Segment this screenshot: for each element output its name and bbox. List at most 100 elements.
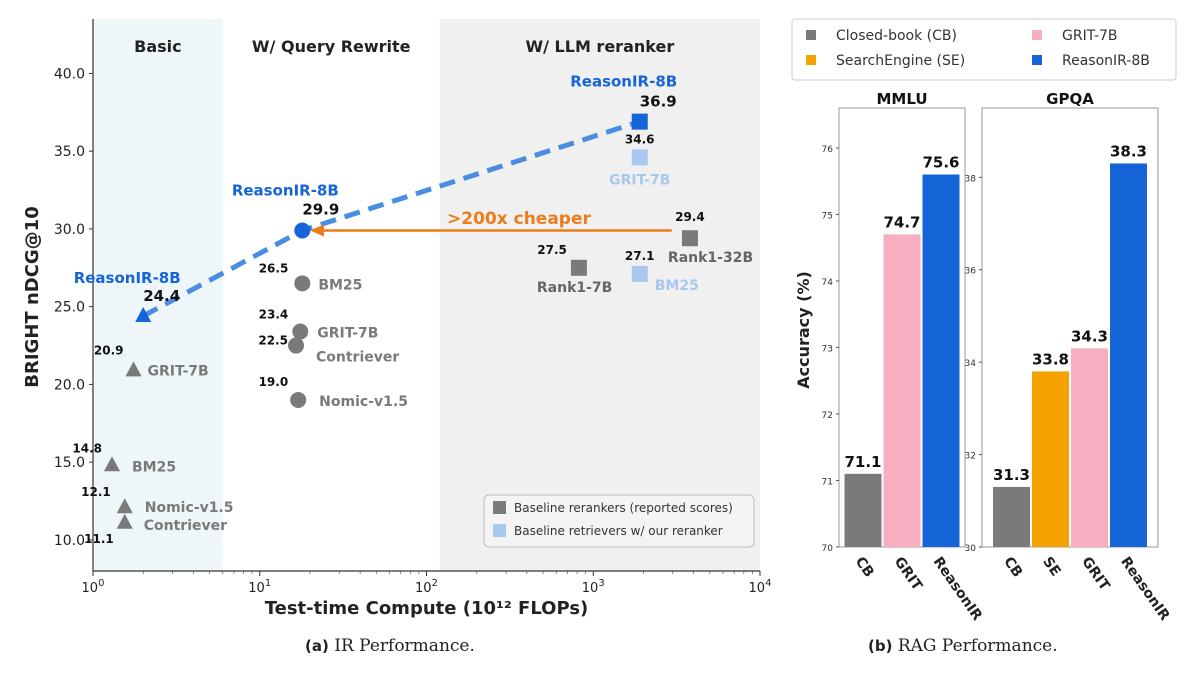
region-1	[222, 19, 440, 571]
point-1-1	[104, 456, 121, 472]
point-label: Rank1-7B	[537, 280, 612, 296]
rag-legend-swatch	[1032, 55, 1042, 65]
point-3-0	[570, 259, 587, 276]
region-label-2: W/ LLM reranker	[525, 37, 674, 56]
bar-category-label: GRIT	[1078, 554, 1113, 594]
panel-y-tick-label: 74	[822, 278, 834, 288]
point-label: Contriever	[144, 518, 227, 534]
ir-legend-label: Baseline rerankers (reported scores)	[514, 501, 733, 515]
point-1-3	[116, 513, 133, 529]
bar-category-label: ReasonIR	[930, 554, 985, 624]
x-axis-title: Test-time Compute (10¹² FLOPs)	[265, 598, 589, 619]
bar-se	[1032, 371, 1069, 547]
point-label: BM25	[318, 277, 362, 293]
caption-a-label: (a)	[305, 637, 329, 655]
region-label-0: Basic	[134, 37, 181, 56]
y-tick-label: 20.0	[54, 377, 85, 393]
rag-legend-box	[791, 18, 1177, 81]
bar-value-label: 34.3	[1071, 327, 1108, 345]
bar-category-label: ReasonIR	[1117, 554, 1172, 624]
x-tick-label: 101	[248, 578, 271, 596]
ir-legend-label: Baseline retrievers w/ our reranker	[514, 524, 723, 538]
cheaper-arrow-head	[309, 224, 324, 237]
rag-legend-label: SearchEngine (SE)	[836, 53, 965, 69]
value-label: 34.6	[625, 132, 655, 146]
ir-legend-swatch	[493, 501, 506, 514]
panel-y-tick-label: 75	[822, 211, 833, 221]
bar-value-label: 33.8	[1032, 350, 1069, 368]
rag-legend-swatch	[806, 55, 816, 65]
ir-legend-box	[483, 494, 755, 548]
y-tick-label: 10.0	[54, 533, 85, 549]
point-label: Contriever	[316, 350, 399, 366]
point-label: GRIT-7B	[148, 363, 209, 379]
point-label: Nomic-v1.5	[319, 394, 408, 410]
caption-b: (b) RAG Performance.	[868, 636, 1058, 656]
bar-value-label: 71.1	[844, 453, 881, 471]
cheaper-annotation: >200x cheaper	[447, 209, 591, 229]
bar-category-label: CB	[852, 554, 877, 580]
panel-y-tick-label: 34	[965, 359, 977, 369]
point-0-2	[631, 113, 648, 130]
point-4-1	[631, 266, 648, 283]
region-label-1: W/ Query Rewrite	[252, 37, 411, 56]
rag-y-axis-title: Accuracy (%)	[794, 271, 813, 389]
bar-value-label: 38.3	[1110, 142, 1147, 160]
rag-legend-swatch	[806, 30, 816, 40]
value-label: 22.5	[258, 334, 288, 348]
x-tick-label: 102	[415, 578, 438, 596]
value-label: 27.1	[625, 249, 655, 263]
point-label: Rank1-32B	[668, 250, 753, 266]
x-tick-label: 103	[582, 578, 605, 596]
point-label: GRIT-7B	[317, 326, 378, 342]
x-tick-label: 104	[749, 578, 772, 596]
bar-grit	[1071, 348, 1108, 547]
bar-value-label: 75.6	[922, 154, 959, 172]
bar-category-label: GRIT	[891, 554, 926, 594]
panel-y-tick-label: 70	[822, 544, 834, 554]
point-label: GRIT-7B	[609, 172, 670, 188]
point-2-3	[290, 391, 307, 408]
value-label: 14.8	[72, 441, 102, 455]
bar-category-label: SE	[1039, 554, 1063, 579]
value-label: 11.1	[84, 532, 114, 546]
point-4-0	[631, 149, 648, 166]
panel-y-tick-label: 38	[965, 174, 977, 184]
value-label: 24.4	[143, 287, 180, 305]
panel-y-tick-label: 71	[822, 477, 833, 487]
point-label: BM25	[655, 278, 699, 294]
value-label: 27.5	[537, 243, 567, 257]
value-label: 36.9	[640, 93, 677, 111]
x-tick-label: 100	[82, 578, 105, 596]
panel-title: MMLU	[876, 90, 927, 108]
panel-y-tick-label: 76	[822, 145, 834, 155]
point-0-0	[135, 306, 152, 322]
y-axis-title: BRIGHT nDCG@10	[22, 206, 43, 387]
bar-reasonir	[922, 174, 960, 548]
rag-legend-swatch	[1032, 30, 1042, 40]
y-tick-label: 30.0	[54, 222, 85, 238]
value-label: 20.9	[94, 343, 124, 357]
rag-legend-label: GRIT-7B	[1062, 28, 1118, 44]
point-1-2	[116, 498, 133, 514]
point-label: ReasonIR-8B	[74, 269, 181, 287]
point-2-2	[288, 337, 305, 354]
point-label: ReasonIR-8B	[232, 181, 339, 199]
point-2-0	[294, 275, 311, 292]
y-tick-label: 25.0	[54, 300, 85, 316]
bar-reasonir	[1110, 163, 1147, 547]
region-2	[439, 19, 760, 571]
caption-a-text: IR Performance.	[334, 636, 475, 656]
ir-legend-swatch	[493, 524, 506, 537]
bar-category-label: CB	[1000, 554, 1025, 580]
caption-b-label: (b)	[868, 637, 893, 655]
value-label: 12.1	[81, 485, 111, 499]
bar-value-label: 31.3	[993, 466, 1030, 484]
point-label: Nomic-v1.5	[145, 500, 234, 516]
bar-grit	[883, 234, 921, 547]
caption-a: (a) IR Performance.	[305, 636, 475, 656]
bar-cb	[993, 486, 1030, 547]
value-label: 19.0	[259, 375, 289, 389]
y-tick-label: 35.0	[54, 144, 85, 160]
bar-value-label: 74.7	[883, 213, 920, 231]
